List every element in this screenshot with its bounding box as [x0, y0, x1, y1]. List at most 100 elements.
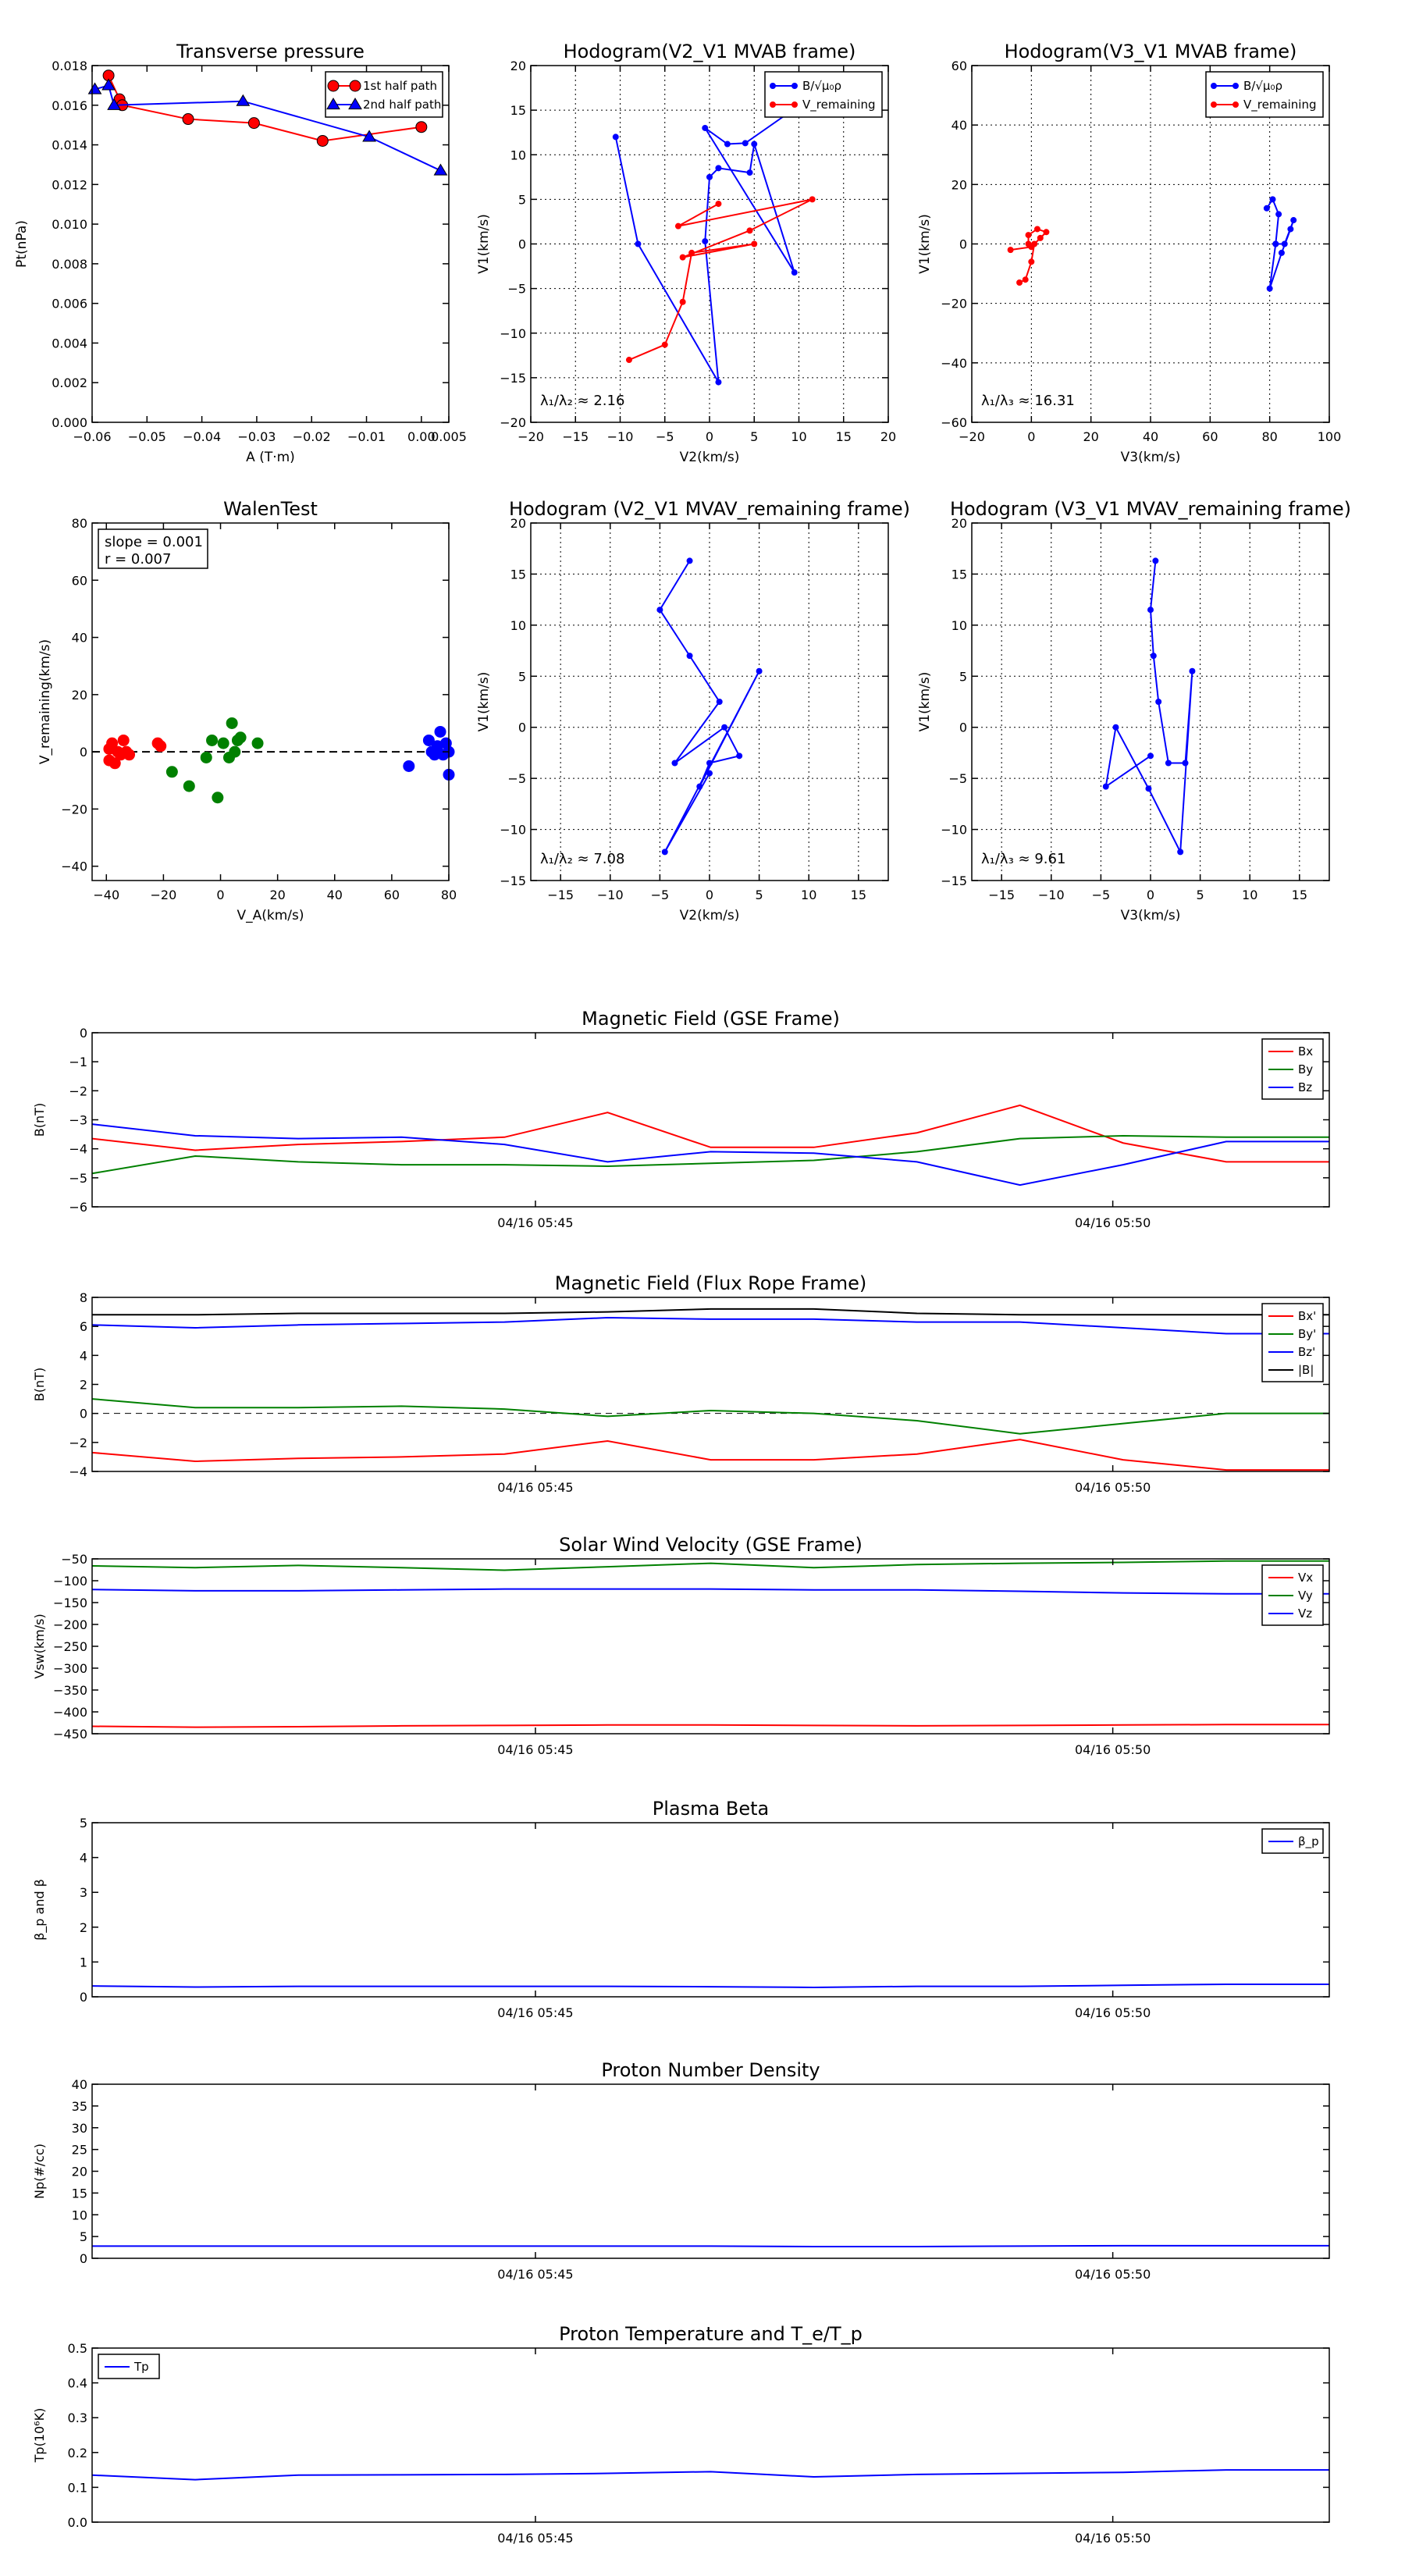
- data-point: [1281, 240, 1288, 247]
- bgse-series-2: [91, 1123, 1329, 1187]
- data-point: [706, 770, 713, 777]
- x-tick-label: 15: [836, 429, 852, 444]
- chart-title: WalenTest: [223, 498, 318, 520]
- data-point: [736, 753, 743, 760]
- data-point: [236, 94, 251, 106]
- y-axis-label: Np(#/cc): [32, 2144, 47, 2199]
- chart-title: Magnetic Field (GSE Frame): [582, 1008, 840, 1030]
- beta-frame: [91, 1822, 1330, 1998]
- data-point: [1025, 232, 1032, 239]
- legend-label: Bx: [1298, 1044, 1313, 1059]
- np-panel: 0 5 10 15 20 25 30 35 40 04/16 05:45 04/16 05:50 Pr…: [32, 2059, 1329, 2282]
- data-point: [247, 117, 260, 130]
- y-tick-label: −1: [69, 1055, 87, 1069]
- bfr-frame: [91, 1297, 1330, 1472]
- y-tick-label: 4: [80, 1851, 87, 1866]
- data-point: [1177, 849, 1184, 856]
- data-point: [746, 227, 753, 234]
- hodo2-frame: [971, 65, 1330, 423]
- data-point: [103, 754, 116, 767]
- x-tick-label: 5: [750, 429, 758, 444]
- data-point: [123, 749, 136, 761]
- tp2-panel: 0.0 0.1 0.2 0.3 0.4 0.5 04/16 05:45 04/16 05:50…: [32, 2323, 1329, 2546]
- x-tick-label: 5: [1197, 888, 1204, 902]
- data-point: [751, 240, 758, 247]
- y-tick-label: 40: [951, 118, 967, 133]
- data-point: [1272, 240, 1279, 247]
- y-tick-label: 0: [518, 720, 526, 735]
- hodo1-panel: −20 −15 −10 −5 0 5 10 15 20 −20 −15 −10 −5 0 5 10 15 20 Ho…: [476, 41, 896, 465]
- x-tick-label: 20: [269, 888, 285, 902]
- legend-label: β_p: [1298, 1834, 1319, 1849]
- x-tick-label: 40: [327, 888, 343, 902]
- y-tick-label: 60: [72, 573, 87, 588]
- series-line: [628, 198, 813, 361]
- bfr-series-2: [91, 1317, 1329, 1335]
- y-tick-label: 0.012: [52, 177, 87, 192]
- time-tick-label: 04/16 05:45: [497, 1215, 573, 1230]
- legend-label: Bz': [1298, 1345, 1315, 1359]
- tp2-frame: [91, 2347, 1330, 2523]
- ratio-annotation: λ₁/λ₃ ≈ 16.31: [981, 393, 1075, 409]
- y-tick-label: 20: [951, 177, 967, 192]
- data-point: [1028, 258, 1035, 265]
- y-tick-label: 0: [80, 1026, 87, 1041]
- y-tick-label: 35: [72, 2099, 87, 2114]
- data-point: [1290, 217, 1297, 224]
- y-axis-label: B(nT): [32, 1103, 47, 1137]
- chart-title: Hodogram (V2_V1 MVAV_remaining frame): [509, 498, 910, 520]
- y-tick-label: −15: [500, 873, 526, 888]
- x-tick-label: −20: [959, 429, 985, 444]
- y-tick-label: 0: [80, 1990, 87, 2005]
- time-tick-label: 04/16 05:50: [1075, 1480, 1151, 1495]
- y-tick-label: 30: [72, 2121, 87, 2136]
- y-tick-label: 15: [72, 2186, 87, 2201]
- y-tick-label: 40: [72, 2077, 87, 2092]
- data-point: [229, 745, 241, 758]
- y-axis-label: V1(km/s): [476, 672, 492, 732]
- chart-title: Hodogram(V2_V1 MVAB frame): [564, 41, 856, 62]
- y-tick-label: −5: [507, 282, 526, 297]
- tp-frame: [91, 65, 450, 423]
- data-point: [679, 254, 686, 261]
- legend-marker: [791, 101, 798, 108]
- legend: [1261, 1564, 1324, 1626]
- data-point: [1189, 667, 1196, 674]
- x-axis-label: V2(km/s): [680, 450, 740, 465]
- data-point: [809, 196, 816, 203]
- data-point: [706, 760, 713, 767]
- data-point: [403, 760, 415, 772]
- y-tick-label: 0.4: [68, 2376, 87, 2391]
- x-axis-label: V3(km/s): [1121, 908, 1181, 923]
- data-point: [1269, 196, 1276, 203]
- data-point: [316, 134, 329, 147]
- vsw-series-1: [91, 1560, 1329, 1571]
- x-tick-label: 0: [216, 888, 224, 902]
- x-tick-label: 60: [384, 888, 400, 902]
- time-tick-label: 04/16 05:45: [497, 2531, 573, 2546]
- data-point: [1145, 785, 1152, 792]
- y-axis-label: Vsw(km/s): [32, 1614, 47, 1678]
- data-point: [716, 699, 723, 705]
- y-tick-label: 0.014: [52, 138, 87, 153]
- legend-label: V_remaining: [802, 98, 876, 112]
- y-tick-label: 0.2: [68, 2446, 87, 2460]
- y-tick-label: −3: [69, 1113, 87, 1128]
- data-point: [1037, 234, 1044, 241]
- x-tick-label: 0: [706, 429, 713, 444]
- tp-panel: −0.06 −0.05 −0.04 −0.03 −0.02 −0.01 0.000.005 0…: [14, 41, 467, 465]
- tp-series-1: [87, 78, 448, 176]
- legend: [1205, 71, 1324, 118]
- data-point: [1278, 249, 1285, 256]
- data-point: [671, 760, 678, 767]
- y-tick-label: −10: [500, 326, 526, 341]
- series-line: [659, 560, 760, 852]
- x-axis-label: V_A(km/s): [237, 908, 304, 923]
- legend-label: B/√μ₀ρ: [1243, 79, 1282, 93]
- y-tick-label: −10: [500, 823, 526, 838]
- legend-marker: [1211, 101, 1217, 108]
- y-tick-label: −2: [69, 1083, 87, 1098]
- stats-line: slope = 0.001: [105, 534, 203, 550]
- x-tick-label: −0.04: [183, 429, 221, 444]
- hodo2-panel: −20 0 20 40 60 80 100 −60 −40 −20 0 20 40 60 Hodogram(…: [917, 41, 1341, 465]
